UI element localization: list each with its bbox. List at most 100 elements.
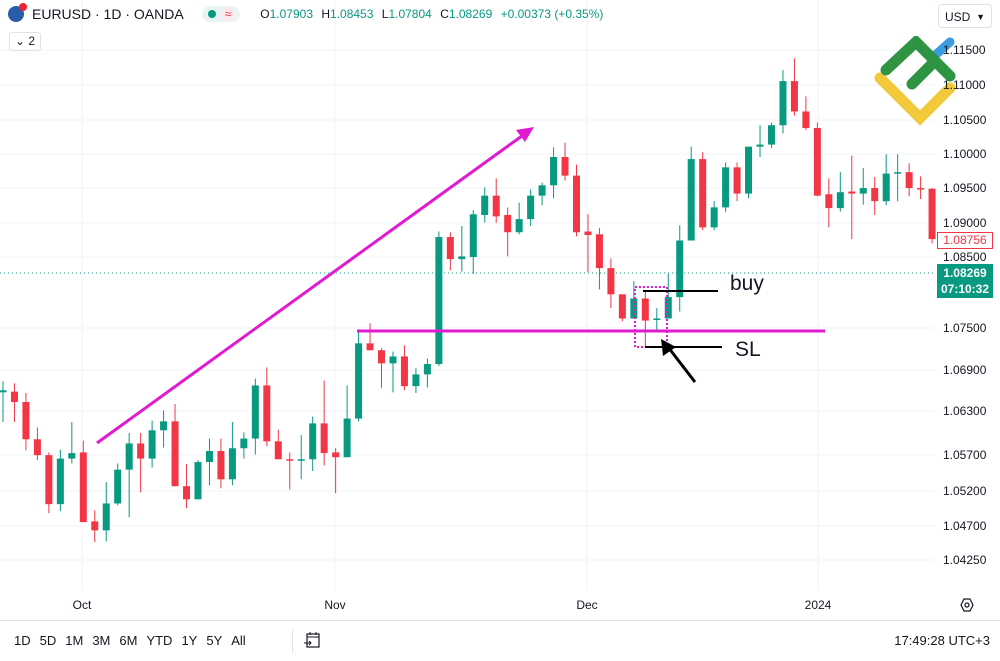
candle-body xyxy=(550,157,558,186)
candle xyxy=(756,125,764,158)
candle xyxy=(45,452,53,514)
candle xyxy=(527,189,535,227)
range-button-1y[interactable]: 1Y xyxy=(181,633,198,648)
candle-body xyxy=(561,157,569,176)
indicators-toggle[interactable]: ⌄ 2 xyxy=(9,32,42,51)
candle xyxy=(802,96,810,131)
candle-body xyxy=(595,234,603,269)
candle xyxy=(710,201,718,231)
candle-body xyxy=(813,128,821,196)
buy-label: buy xyxy=(730,272,764,295)
candle-body xyxy=(871,188,879,202)
candle xyxy=(595,228,603,290)
candle-body xyxy=(68,453,76,459)
candle xyxy=(859,168,867,205)
candle-body xyxy=(217,451,225,480)
candle xyxy=(790,58,798,116)
candle xyxy=(779,70,787,134)
candle-body xyxy=(722,167,730,208)
candle xyxy=(435,231,443,367)
candle xyxy=(125,433,133,518)
candle xyxy=(400,345,408,391)
current-price-tag: 1.08269 07:10:32 xyxy=(937,264,993,298)
price-axis-label: 1.11500 xyxy=(943,43,986,57)
candle xyxy=(469,210,477,274)
candle-body xyxy=(584,231,592,235)
clock-timezone[interactable]: 17:49:28 UTC+3 xyxy=(894,633,990,648)
candle xyxy=(504,207,512,257)
market-status[interactable]: ≈ xyxy=(201,6,241,22)
close-label: C xyxy=(440,7,449,21)
indicators-count: 2 xyxy=(28,34,36,48)
currency-select[interactable]: USD ▼ xyxy=(938,4,992,28)
market-open-icon xyxy=(207,10,216,18)
candle xyxy=(263,367,271,447)
entry-zone-box[interactable] xyxy=(634,286,668,348)
candle-body xyxy=(343,418,351,458)
candle-body xyxy=(573,175,580,233)
candle-body xyxy=(183,486,191,500)
go-to-date-icon[interactable] xyxy=(303,631,321,649)
candle-body xyxy=(733,167,741,194)
candle-body xyxy=(894,172,902,174)
range-button-5d[interactable]: 5D xyxy=(39,633,57,648)
candle-body xyxy=(45,455,53,505)
candle-body xyxy=(33,439,41,456)
candle xyxy=(653,308,661,332)
candles xyxy=(0,58,936,543)
candle-body xyxy=(745,146,753,194)
range-button-1d[interactable]: 1D xyxy=(14,633,31,648)
price-axis-label: 1.05700 xyxy=(943,448,987,462)
range-button-all[interactable]: All xyxy=(231,633,246,648)
candle xyxy=(722,162,730,213)
time-axis-label: Nov xyxy=(324,598,346,612)
candle xyxy=(630,281,638,319)
range-button-6m[interactable]: 6M xyxy=(119,633,138,648)
candle xyxy=(114,463,122,506)
pointer-arrow[interactable] xyxy=(661,339,697,383)
candle xyxy=(91,510,99,543)
price-chart[interactable] xyxy=(0,0,1000,620)
candle xyxy=(79,440,87,523)
candle-body xyxy=(22,402,30,440)
price-axis-label: 1.10000 xyxy=(943,147,987,161)
candle xyxy=(205,438,213,486)
close-value: 1.08269 xyxy=(448,7,493,21)
settings-gear-icon[interactable] xyxy=(960,598,974,612)
candle-body xyxy=(492,195,500,217)
price-axis-label: 1.06900 xyxy=(943,363,987,377)
trend-arrow[interactable] xyxy=(96,127,534,445)
candle xyxy=(171,404,179,487)
candle-body xyxy=(653,318,661,320)
candle xyxy=(332,448,340,494)
candle-body xyxy=(102,503,110,531)
candle xyxy=(320,380,328,466)
candle xyxy=(928,188,936,244)
symbol-title[interactable]: EURUSD · 1D · OANDA xyxy=(32,6,184,22)
candle xyxy=(550,147,558,199)
candle xyxy=(137,433,145,493)
candle-body xyxy=(355,343,363,419)
candle xyxy=(68,422,76,464)
range-button-5y[interactable]: 5Y xyxy=(206,633,223,648)
candle xyxy=(917,176,925,200)
range-button-3m[interactable]: 3M xyxy=(92,633,111,648)
candle xyxy=(538,182,546,206)
change-value: +0.00373 (+0.35%) xyxy=(500,7,604,21)
range-button-1m[interactable]: 1M xyxy=(65,633,84,648)
candle-body xyxy=(400,356,408,387)
candle-body xyxy=(389,356,397,364)
candle xyxy=(641,290,649,348)
candle xyxy=(56,449,64,512)
candle xyxy=(871,177,879,215)
chevron-down-icon: ▼ xyxy=(976,12,985,22)
bar-countdown: 07:10:32 xyxy=(940,282,990,296)
candle xyxy=(561,142,569,181)
candle xyxy=(699,152,707,231)
candle xyxy=(492,178,500,223)
candle-body xyxy=(710,207,718,228)
range-button-ytd[interactable]: YTD xyxy=(146,633,173,648)
date-range-buttons: 1D 5D 1M 3M 6M YTD 1Y 5Y All xyxy=(14,633,246,648)
candle xyxy=(297,435,305,480)
candle-body xyxy=(79,452,87,523)
